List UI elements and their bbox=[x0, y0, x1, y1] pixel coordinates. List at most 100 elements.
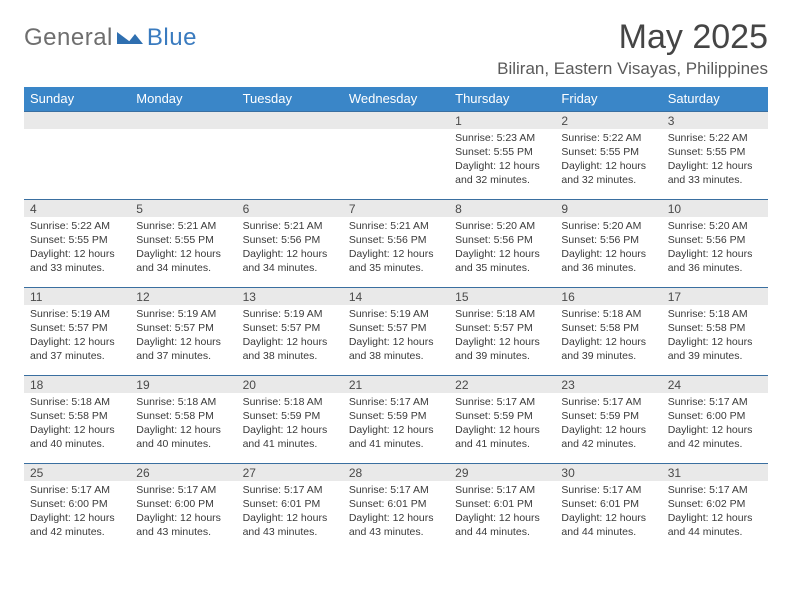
sunset-line: Sunset: 5:56 PM bbox=[455, 234, 549, 248]
day-cell: Sunrise: 5:19 AMSunset: 5:57 PMDaylight:… bbox=[24, 305, 130, 375]
day-cell bbox=[343, 129, 449, 199]
daylight-line: Daylight: 12 hours and 32 minutes. bbox=[455, 160, 549, 188]
daylight-line: Daylight: 12 hours and 33 minutes. bbox=[668, 160, 762, 188]
daylight-line: Daylight: 12 hours and 36 minutes. bbox=[561, 248, 655, 276]
day-cell: Sunrise: 5:17 AMSunset: 5:59 PMDaylight:… bbox=[449, 393, 555, 463]
sunset-line: Sunset: 6:00 PM bbox=[30, 498, 124, 512]
day-cell: Sunrise: 5:17 AMSunset: 6:02 PMDaylight:… bbox=[662, 481, 768, 541]
daylight-line: Daylight: 12 hours and 44 minutes. bbox=[455, 512, 549, 540]
daylight-line: Daylight: 12 hours and 36 minutes. bbox=[668, 248, 762, 276]
day-number: 26 bbox=[130, 463, 236, 481]
sunrise-line: Sunrise: 5:19 AM bbox=[30, 308, 124, 322]
sunrise-line: Sunrise: 5:17 AM bbox=[349, 484, 443, 498]
sunset-line: Sunset: 5:57 PM bbox=[349, 322, 443, 336]
day-cell: Sunrise: 5:17 AMSunset: 6:00 PMDaylight:… bbox=[662, 393, 768, 463]
sunset-line: Sunset: 5:55 PM bbox=[136, 234, 230, 248]
sunrise-line: Sunrise: 5:17 AM bbox=[668, 396, 762, 410]
sunset-line: Sunset: 5:59 PM bbox=[243, 410, 337, 424]
day-number: 28 bbox=[343, 463, 449, 481]
sunrise-line: Sunrise: 5:21 AM bbox=[349, 220, 443, 234]
day-number bbox=[237, 111, 343, 129]
daylight-line: Daylight: 12 hours and 35 minutes. bbox=[349, 248, 443, 276]
day-cell: Sunrise: 5:21 AMSunset: 5:55 PMDaylight:… bbox=[130, 217, 236, 287]
sunrise-line: Sunrise: 5:18 AM bbox=[243, 396, 337, 410]
day-cell: Sunrise: 5:20 AMSunset: 5:56 PMDaylight:… bbox=[662, 217, 768, 287]
day-cell: Sunrise: 5:22 AMSunset: 5:55 PMDaylight:… bbox=[555, 129, 661, 199]
daylight-line: Daylight: 12 hours and 41 minutes. bbox=[243, 424, 337, 452]
daylight-line: Daylight: 12 hours and 43 minutes. bbox=[349, 512, 443, 540]
day-cell: Sunrise: 5:22 AMSunset: 5:55 PMDaylight:… bbox=[24, 217, 130, 287]
detail-row: Sunrise: 5:19 AMSunset: 5:57 PMDaylight:… bbox=[24, 305, 768, 375]
sunset-line: Sunset: 5:59 PM bbox=[349, 410, 443, 424]
daylight-line: Daylight: 12 hours and 35 minutes. bbox=[455, 248, 549, 276]
daynum-row: 18192021222324 bbox=[24, 375, 768, 393]
detail-row: Sunrise: 5:22 AMSunset: 5:55 PMDaylight:… bbox=[24, 217, 768, 287]
detail-row: Sunrise: 5:17 AMSunset: 6:00 PMDaylight:… bbox=[24, 481, 768, 541]
day-number: 7 bbox=[343, 199, 449, 217]
day-number: 2 bbox=[555, 111, 661, 129]
day-number: 12 bbox=[130, 287, 236, 305]
sunset-line: Sunset: 5:57 PM bbox=[30, 322, 124, 336]
day-number: 11 bbox=[24, 287, 130, 305]
day-number: 1 bbox=[449, 111, 555, 129]
day-number: 9 bbox=[555, 199, 661, 217]
day-cell: Sunrise: 5:19 AMSunset: 5:57 PMDaylight:… bbox=[130, 305, 236, 375]
sunset-line: Sunset: 5:56 PM bbox=[561, 234, 655, 248]
weekday-label: Sunday bbox=[24, 87, 130, 111]
daylight-line: Daylight: 12 hours and 41 minutes. bbox=[349, 424, 443, 452]
day-number: 25 bbox=[24, 463, 130, 481]
sunset-line: Sunset: 5:59 PM bbox=[455, 410, 549, 424]
sunset-line: Sunset: 5:57 PM bbox=[243, 322, 337, 336]
day-number: 20 bbox=[237, 375, 343, 393]
sunset-line: Sunset: 6:00 PM bbox=[136, 498, 230, 512]
day-cell: Sunrise: 5:19 AMSunset: 5:57 PMDaylight:… bbox=[237, 305, 343, 375]
sunrise-line: Sunrise: 5:17 AM bbox=[561, 484, 655, 498]
day-cell bbox=[237, 129, 343, 199]
day-cell: Sunrise: 5:17 AMSunset: 5:59 PMDaylight:… bbox=[343, 393, 449, 463]
daylight-line: Daylight: 12 hours and 32 minutes. bbox=[561, 160, 655, 188]
brand-logo: General Blue bbox=[24, 18, 197, 52]
sunrise-line: Sunrise: 5:17 AM bbox=[455, 396, 549, 410]
sunset-line: Sunset: 5:55 PM bbox=[455, 146, 549, 160]
day-number: 24 bbox=[662, 375, 768, 393]
sunset-line: Sunset: 5:58 PM bbox=[30, 410, 124, 424]
topbar: General Blue May 2025 Biliran, Eastern V… bbox=[24, 18, 768, 79]
sunset-line: Sunset: 5:58 PM bbox=[561, 322, 655, 336]
day-cell: Sunrise: 5:19 AMSunset: 5:57 PMDaylight:… bbox=[343, 305, 449, 375]
day-cell: Sunrise: 5:23 AMSunset: 5:55 PMDaylight:… bbox=[449, 129, 555, 199]
daylight-line: Daylight: 12 hours and 39 minutes. bbox=[561, 336, 655, 364]
sunset-line: Sunset: 6:01 PM bbox=[561, 498, 655, 512]
sunrise-line: Sunrise: 5:18 AM bbox=[455, 308, 549, 322]
daylight-line: Daylight: 12 hours and 43 minutes. bbox=[136, 512, 230, 540]
daylight-line: Daylight: 12 hours and 42 minutes. bbox=[561, 424, 655, 452]
day-number: 8 bbox=[449, 199, 555, 217]
weekday-label: Friday bbox=[555, 87, 661, 111]
day-cell: Sunrise: 5:17 AMSunset: 6:01 PMDaylight:… bbox=[343, 481, 449, 541]
sunrise-line: Sunrise: 5:20 AM bbox=[668, 220, 762, 234]
day-number: 18 bbox=[24, 375, 130, 393]
sunrise-line: Sunrise: 5:21 AM bbox=[136, 220, 230, 234]
day-cell: Sunrise: 5:18 AMSunset: 5:58 PMDaylight:… bbox=[555, 305, 661, 375]
sunrise-line: Sunrise: 5:20 AM bbox=[455, 220, 549, 234]
daylight-line: Daylight: 12 hours and 43 minutes. bbox=[243, 512, 337, 540]
brand-general: General bbox=[24, 24, 113, 52]
day-cell: Sunrise: 5:18 AMSunset: 5:58 PMDaylight:… bbox=[24, 393, 130, 463]
day-cell: Sunrise: 5:18 AMSunset: 5:58 PMDaylight:… bbox=[662, 305, 768, 375]
sunrise-line: Sunrise: 5:20 AM bbox=[561, 220, 655, 234]
sunrise-line: Sunrise: 5:17 AM bbox=[30, 484, 124, 498]
sunrise-line: Sunrise: 5:19 AM bbox=[243, 308, 337, 322]
daylight-line: Daylight: 12 hours and 34 minutes. bbox=[136, 248, 230, 276]
day-cell: Sunrise: 5:20 AMSunset: 5:56 PMDaylight:… bbox=[449, 217, 555, 287]
sunrise-line: Sunrise: 5:17 AM bbox=[243, 484, 337, 498]
day-number: 6 bbox=[237, 199, 343, 217]
sunrise-line: Sunrise: 5:17 AM bbox=[455, 484, 549, 498]
day-number: 27 bbox=[237, 463, 343, 481]
sunset-line: Sunset: 5:56 PM bbox=[668, 234, 762, 248]
daylight-line: Daylight: 12 hours and 42 minutes. bbox=[30, 512, 124, 540]
daylight-line: Daylight: 12 hours and 42 minutes. bbox=[668, 424, 762, 452]
sunrise-line: Sunrise: 5:18 AM bbox=[30, 396, 124, 410]
day-cell: Sunrise: 5:20 AMSunset: 5:56 PMDaylight:… bbox=[555, 217, 661, 287]
day-number: 29 bbox=[449, 463, 555, 481]
sunrise-line: Sunrise: 5:21 AM bbox=[243, 220, 337, 234]
day-number: 30 bbox=[555, 463, 661, 481]
